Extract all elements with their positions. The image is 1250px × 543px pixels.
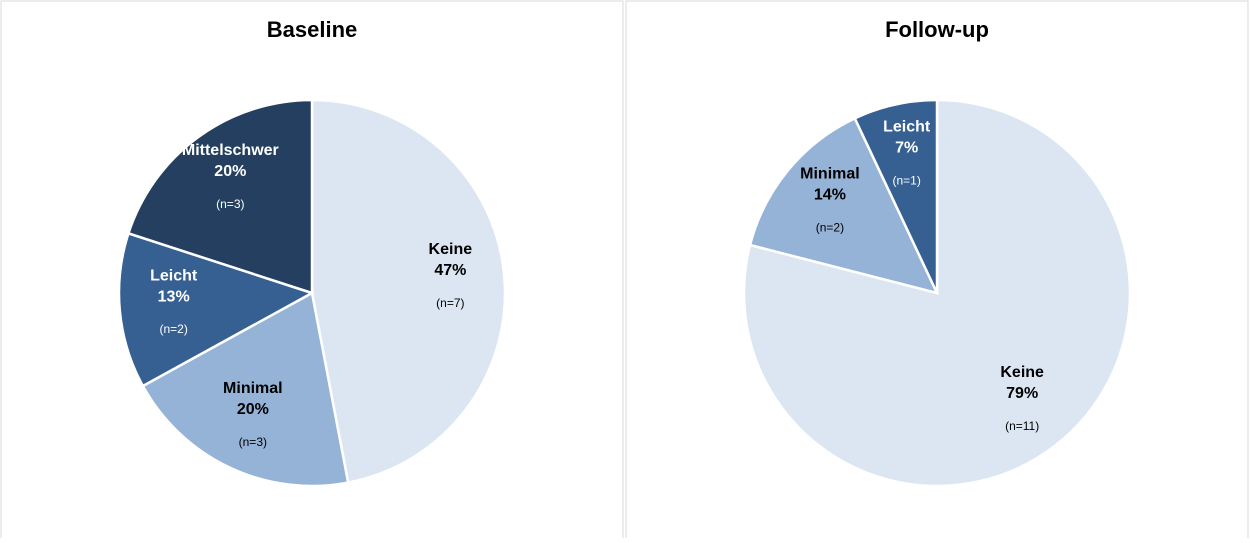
chart-title: Follow-up bbox=[885, 17, 989, 42]
slice-label: Minimal bbox=[800, 166, 860, 183]
value-label: 79% bbox=[1006, 385, 1038, 402]
count-label: (n=1) bbox=[893, 174, 921, 188]
pie-slice bbox=[117, 231, 316, 388]
value-label: 13% bbox=[158, 288, 190, 305]
pie-slice bbox=[141, 291, 350, 488]
value-label: 20% bbox=[214, 163, 246, 180]
value-label: 14% bbox=[814, 187, 846, 204]
pie-slice bbox=[748, 116, 940, 295]
slice-label: Mittelschwer bbox=[182, 142, 279, 159]
pie-slice bbox=[310, 98, 507, 485]
count-label: (n=3) bbox=[239, 435, 267, 449]
slice-label: Minimal bbox=[223, 380, 283, 397]
count-label: (n=3) bbox=[216, 197, 244, 211]
count-label: (n=11) bbox=[1005, 419, 1039, 433]
pie-slice bbox=[742, 98, 1132, 488]
pie-slice bbox=[126, 98, 314, 295]
slice-label: Leicht bbox=[883, 119, 931, 136]
count-label: (n=2) bbox=[159, 322, 187, 336]
slice-label: Keine bbox=[1000, 364, 1044, 381]
count-label: (n=2) bbox=[816, 221, 844, 235]
value-label: 7% bbox=[895, 140, 918, 157]
slice-label: Leicht bbox=[150, 267, 198, 284]
pie-slice bbox=[853, 98, 939, 294]
value-label: 47% bbox=[434, 262, 466, 279]
chart-title: Baseline bbox=[267, 17, 358, 42]
count-label: (n=7) bbox=[436, 296, 464, 310]
slice-label: Keine bbox=[429, 241, 473, 258]
value-label: 20% bbox=[237, 401, 269, 418]
